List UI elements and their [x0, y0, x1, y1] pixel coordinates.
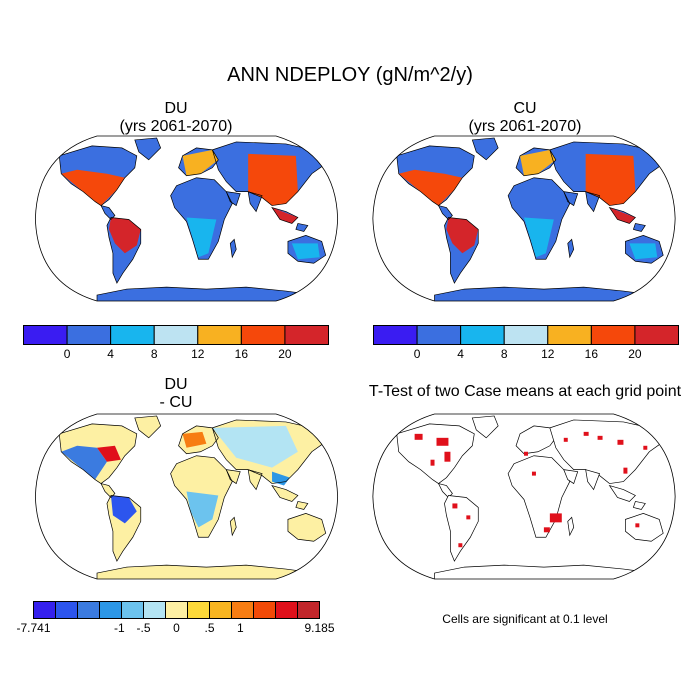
colorbar-diff-label: 1 [236, 621, 244, 635]
colorbar-diff-box-3 [99, 601, 122, 619]
colorbar-cu-box-3 [503, 325, 549, 345]
map-diff [34, 413, 339, 580]
colorbar-cu-labels: 0 4 8 12 16 20 [373, 347, 679, 363]
colorbar-du-label: 16 [234, 347, 249, 361]
colorbar-cu-box-2 [460, 325, 505, 345]
colorbar-diff-box-1 [55, 601, 78, 619]
colorbar-cu-label: 16 [584, 347, 599, 361]
colorbar-du-box-2 [110, 325, 155, 345]
colorbar-diff-box-12 [297, 601, 320, 619]
panel-ttest-title: T-Test of two Case means at each grid po… [368, 383, 682, 400]
panel-diff-title: DU - CU [76, 376, 276, 412]
colorbar-cu-box-5 [590, 325, 636, 345]
panel-diff-sub: - CU [159, 394, 193, 411]
colorbar-du [23, 325, 329, 345]
colorbar-diff-box-2 [77, 601, 100, 619]
ttest-note: Cells are significant at 0.1 level [442, 612, 608, 626]
colorbar-cu-box-4 [547, 325, 592, 345]
colorbar-du-label: 0 [63, 347, 71, 361]
colorbar-diff-box-11 [275, 601, 298, 619]
panel-diff-name: DU [164, 376, 188, 393]
colorbar-du-box-3 [153, 325, 199, 345]
colorbar-diff-box-7 [187, 601, 210, 619]
colorbar-cu-label: 20 [628, 347, 642, 361]
colorbar-diff-labels: -7.741 -1 -.5 0 .5 1 9.185 [16, 621, 334, 637]
colorbar-diff-box-8 [209, 601, 232, 619]
colorbar-du-label: 12 [191, 347, 205, 361]
colorbar-diff-label: .5 [204, 621, 215, 635]
colorbar-diff-label: 9.185 [304, 621, 335, 635]
colorbar-diff [33, 601, 320, 619]
colorbar-cu-label: 12 [541, 347, 555, 361]
colorbar-diff-box-4 [121, 601, 144, 619]
colorbar-diff-box-9 [231, 601, 254, 619]
colorbar-cu-label: 4 [457, 347, 464, 361]
colorbar-diff-box-10 [253, 601, 276, 619]
colorbar-diff-label: -.5 [136, 621, 151, 635]
colorbar-du-box-1 [66, 325, 112, 345]
colorbar-du-label: 4 [107, 347, 114, 361]
colorbar-diff-label: -7.741 [16, 621, 51, 635]
colorbar-du-label: 8 [150, 347, 158, 361]
colorbar-diff-label: -1 [113, 621, 125, 635]
map-du [34, 135, 339, 302]
colorbar-diff-box-6 [165, 601, 188, 619]
colorbar-du-box-0 [23, 325, 68, 345]
colorbar-diff-box-0 [33, 601, 56, 619]
panel-cu-title: CU (yrs 2061-2070) [425, 100, 625, 136]
colorbar-cu-box-6 [634, 325, 679, 345]
colorbar-cu-label: 8 [500, 347, 508, 361]
colorbar-du-labels: 0 4 8 12 16 20 [23, 347, 329, 363]
panel-cu-name: CU [513, 100, 537, 117]
panel-du-title: DU (yrs 2061-2070) [76, 100, 276, 136]
map-ttest [372, 413, 676, 580]
colorbar-du-box-6 [284, 325, 329, 345]
colorbar-cu [373, 325, 679, 345]
colorbar-diff-label: 0 [173, 621, 180, 635]
panel-cu-period: (yrs 2061-2070) [468, 118, 582, 135]
colorbar-du-box-5 [240, 325, 286, 345]
colorbar-cu-box-1 [416, 325, 462, 345]
panel-du-period: (yrs 2061-2070) [119, 118, 233, 135]
colorbar-cu-box-0 [373, 325, 418, 345]
colorbar-du-label: 20 [278, 347, 292, 361]
colorbar-du-box-4 [197, 325, 242, 345]
figure-title: ANN NDEPLOY (gN/m^2/y) [227, 64, 473, 86]
map-cu [372, 135, 676, 302]
colorbar-diff-box-5 [143, 601, 166, 619]
colorbar-cu-label: 0 [413, 347, 421, 361]
panel-du-name: DU [164, 100, 188, 117]
